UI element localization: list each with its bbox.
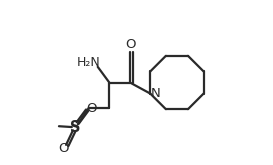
Text: H₂N: H₂N [77, 56, 100, 69]
Text: N: N [150, 87, 160, 100]
Text: S: S [70, 120, 81, 134]
Text: O: O [126, 38, 136, 51]
Text: O: O [58, 142, 68, 155]
Text: O: O [86, 102, 96, 115]
